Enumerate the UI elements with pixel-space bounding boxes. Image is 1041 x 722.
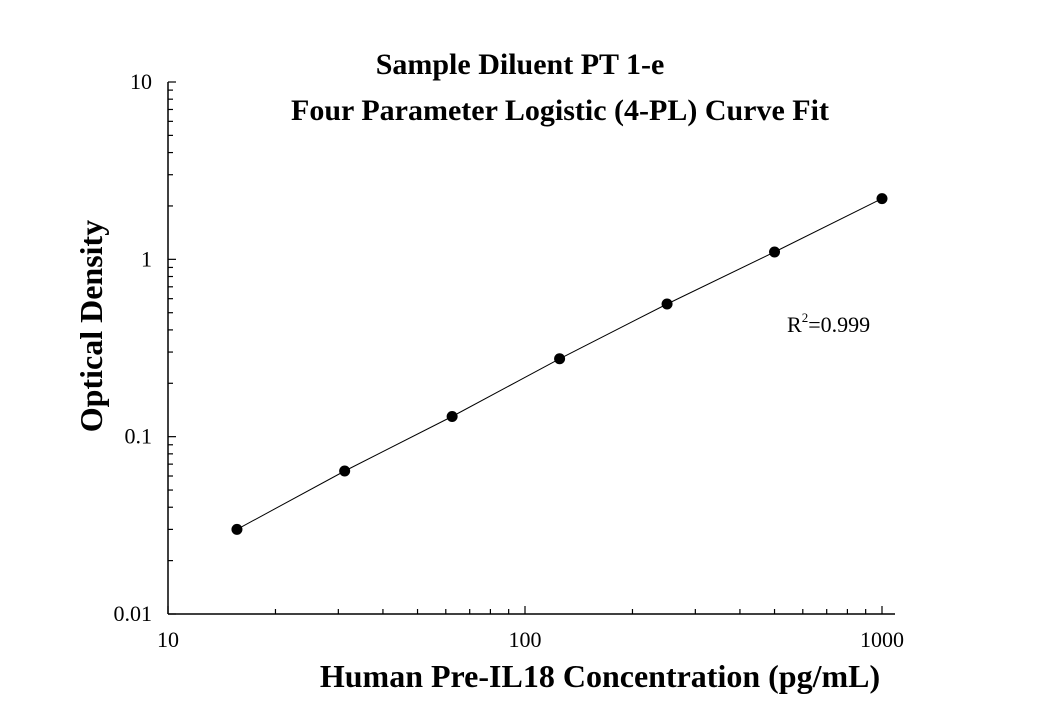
r-squared-value: =0.999 [808, 312, 870, 337]
data-point [661, 298, 673, 310]
data-point [231, 523, 243, 535]
data-point [446, 410, 458, 422]
data-point [876, 193, 888, 205]
r-squared-annotation: R2=0.999 [787, 310, 870, 337]
data-point [769, 246, 781, 258]
y-axis-title: Optical Density [73, 220, 109, 432]
r-squared-label: R [787, 312, 802, 337]
axis-ticks [167, 81, 883, 615]
y-tick-label: 1 [141, 246, 152, 271]
y-tick-label: 0.1 [125, 424, 153, 449]
x-axis-title: Human Pre-IL18 Concentration (pg/mL) [320, 658, 880, 694]
data-point [339, 465, 351, 477]
x-tick-label: 1000 [860, 627, 904, 652]
chart-title: Sample Diluent PT 1-e [376, 48, 665, 81]
data-points [231, 193, 888, 535]
y-tick-label: 10 [130, 69, 152, 94]
axis-tick-labels: 10 100 1000 0.01 0.1 1 10 [114, 69, 905, 652]
chart-subtitle: Four Parameter Logistic (4-PL) Curve Fit [291, 94, 829, 127]
x-tick-label: 10 [157, 627, 179, 652]
plot-area: 10 100 1000 0.01 0.1 1 10 [114, 69, 905, 652]
x-tick-label: 100 [509, 627, 542, 652]
r-squared-superscript: 2 [802, 310, 809, 325]
y-tick-label: 0.01 [114, 601, 153, 626]
data-point [554, 353, 566, 365]
